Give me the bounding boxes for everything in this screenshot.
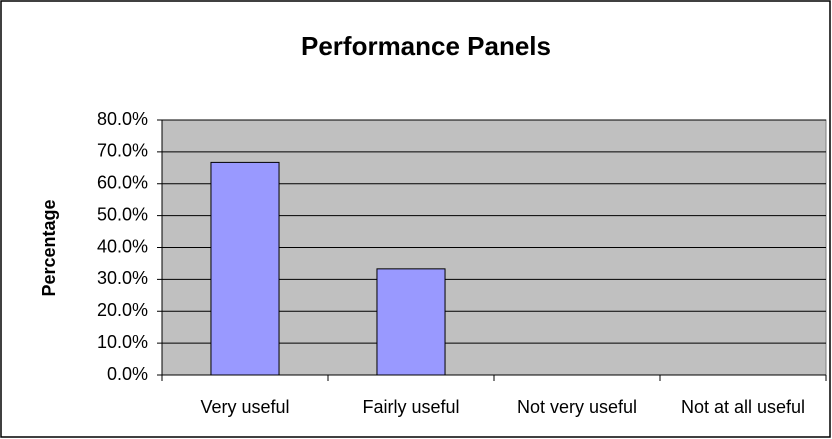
x-tick-label: Very useful (200, 397, 289, 417)
y-tick-label: 0.0% (107, 364, 148, 384)
y-tick-label: 60.0% (97, 173, 148, 193)
y-tick-label: 80.0% (97, 109, 148, 129)
bar (376, 268, 446, 376)
x-tick-label: Fairly useful (362, 397, 459, 417)
bar (210, 161, 280, 376)
y-tick-label: 50.0% (97, 204, 148, 224)
x-tick-label: Not at all useful (681, 397, 805, 417)
chart-title: Performance Panels (301, 31, 551, 61)
x-tick-label: Not very useful (517, 397, 637, 417)
y-tick-label: 10.0% (97, 332, 148, 352)
y-axis-title: Percentage (39, 199, 59, 296)
y-tick-label: 20.0% (97, 300, 148, 320)
y-tick-label: 40.0% (97, 236, 148, 256)
y-tick-label: 30.0% (97, 268, 148, 288)
y-tick-label: 70.0% (97, 141, 148, 161)
